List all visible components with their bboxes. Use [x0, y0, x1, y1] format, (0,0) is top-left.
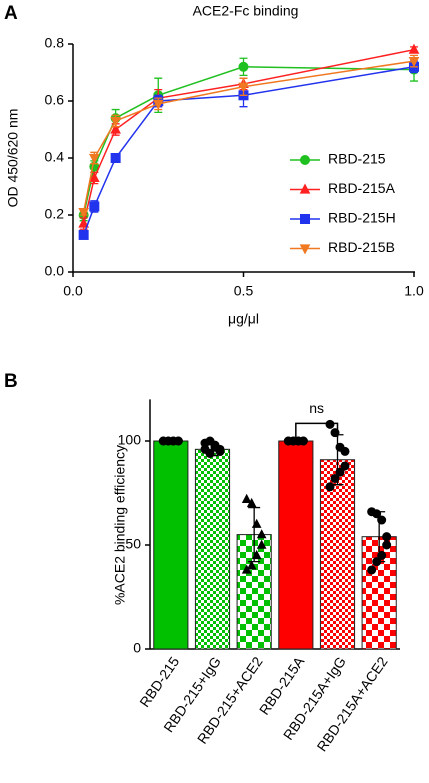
y-axis-label: OD 450/620 nm: [5, 109, 21, 208]
data-point: [325, 419, 335, 429]
data-point: [158, 436, 168, 446]
data-point: [382, 532, 392, 542]
data-point: [110, 123, 121, 134]
y-tick-label: 100: [118, 432, 142, 448]
data-point: [408, 57, 420, 68]
legend-marker: [300, 155, 310, 165]
y-axis-label: %ACE2 binding efficiency: [112, 445, 128, 605]
data-point: [377, 515, 387, 525]
data-point: [238, 61, 249, 72]
data-point: [372, 557, 382, 567]
legend-label: RBD-215B: [328, 239, 395, 255]
data-point: [367, 565, 377, 575]
data-point: [325, 482, 335, 492]
data-point: [340, 461, 350, 471]
significance-bracket: [295, 422, 339, 438]
data-point: [241, 564, 252, 574]
error-bar: [248, 506, 261, 563]
series-line: [82, 60, 415, 213]
data-point: [251, 518, 262, 528]
y-tick-label: 0.2: [45, 206, 65, 222]
data-point: [78, 217, 89, 228]
data-point: [200, 444, 210, 454]
data-point: [372, 509, 382, 519]
data-point: [88, 153, 100, 165]
bar: [278, 440, 314, 650]
legend-marker: [299, 183, 311, 194]
data-point: [89, 201, 100, 212]
data-point: [110, 153, 121, 163]
data-point: [408, 43, 420, 54]
y-tick-label: 0.6: [45, 92, 65, 108]
data-point: [246, 560, 257, 570]
data-point: [241, 493, 252, 503]
data-point: [382, 540, 392, 550]
data-point: [256, 529, 267, 539]
x-tick-label: 0.5: [234, 283, 254, 299]
data-point: [238, 82, 249, 93]
y-tick-label: 50: [125, 536, 141, 552]
x-axis-label: μg/μl: [228, 311, 259, 327]
data-point: [340, 446, 350, 456]
x-tick-label: 0.0: [63, 283, 83, 299]
bar: [153, 440, 189, 650]
y-tick-label: 0.8: [45, 35, 65, 51]
legend-label: RBD-215A: [328, 180, 396, 196]
data-point: [78, 208, 89, 219]
significance-label: ns: [309, 400, 324, 416]
x-tick-label: RBD-215: [136, 654, 182, 711]
legend-label: RBD-215: [328, 151, 386, 167]
legend-marker: [300, 214, 310, 224]
data-point: [335, 467, 345, 477]
data-point: [78, 229, 89, 240]
data-point: [88, 171, 100, 183]
y-tick-label: 0: [133, 640, 141, 656]
panel-label: B: [4, 371, 18, 392]
series-line: [82, 48, 415, 224]
legend-marker: [299, 244, 311, 255]
data-point: [251, 549, 262, 560]
data-point: [283, 436, 293, 446]
panel-label: A: [4, 3, 18, 24]
data-point: [110, 116, 121, 127]
legend-label: RBD-215H: [328, 210, 396, 226]
bar: [319, 459, 356, 650]
data-point: [210, 440, 220, 450]
data-point: [246, 497, 257, 508]
y-tick-label: 0.0: [45, 263, 65, 279]
series-line: [82, 66, 415, 216]
x-tick-label: 1.0: [404, 283, 424, 299]
bar: [194, 448, 231, 650]
data-point: [330, 473, 340, 483]
y-tick-label: 0.4: [45, 149, 65, 165]
data-point: [152, 99, 164, 110]
chart-title: ACE2-Fc binding: [193, 3, 299, 19]
data-point: [256, 539, 267, 549]
data-point: [377, 550, 387, 560]
